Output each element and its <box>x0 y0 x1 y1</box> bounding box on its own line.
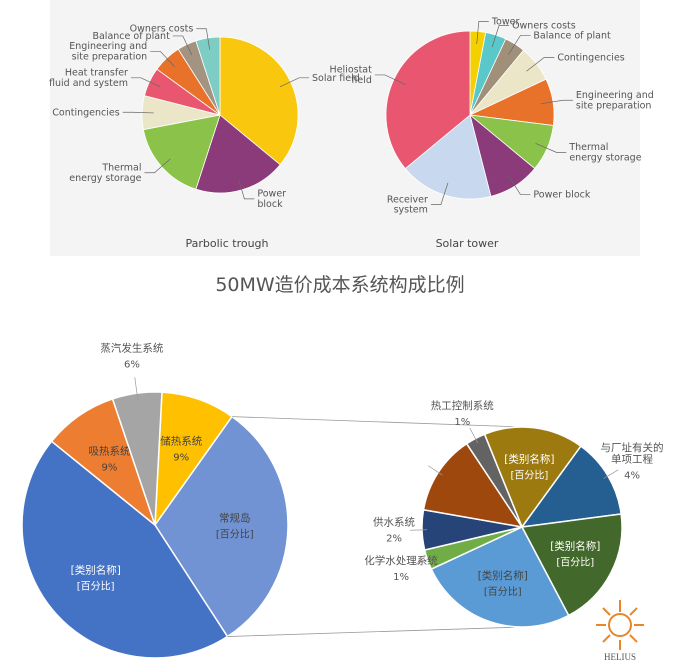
pie-slice <box>21 440 229 659</box>
slice-label: Heliostat field <box>330 64 373 85</box>
slice-label: Contingencies <box>557 52 624 63</box>
leader-line <box>526 56 555 72</box>
pie-title: Parbolic trough <box>185 237 268 250</box>
pie-slice <box>483 426 582 529</box>
value-label: 9% <box>173 453 189 464</box>
pie-slice <box>154 415 289 638</box>
leader-line <box>428 465 443 476</box>
slice-label: Balance of plant <box>92 30 170 41</box>
leader-line <box>416 557 433 564</box>
slice-label: 蒸汽发生系统 <box>100 341 163 354</box>
logo-text: HELIUS <box>604 652 636 662</box>
leader-line <box>491 25 510 48</box>
leader-line <box>535 143 567 153</box>
slice-label: [类别名称] <box>478 569 528 582</box>
slice-label: Thermal energy storage <box>69 162 141 183</box>
value-label: 9% <box>102 462 118 473</box>
leader-line <box>374 74 406 85</box>
leader-line <box>430 182 449 205</box>
slice-label: 热工控制系统 <box>431 399 494 412</box>
value-label: [百分比] <box>510 469 548 481</box>
leader-line <box>279 77 310 88</box>
pie-slice <box>430 526 570 628</box>
slice-label: Engineering and site preparation <box>576 90 654 111</box>
pie-slice <box>520 513 623 617</box>
slice-label: 常规岛 <box>219 512 251 525</box>
value-label: 6% <box>124 359 140 370</box>
leader-line <box>172 35 193 56</box>
leader-line <box>196 28 210 50</box>
slice-label: 储热系统 <box>160 435 202 448</box>
slice-label: Receiver system <box>387 194 428 215</box>
slice-label: 吸热系统 <box>88 444 130 457</box>
value-label: [百分比] <box>484 586 522 598</box>
value-label: [百分比] <box>216 529 254 541</box>
connector-line <box>232 416 523 428</box>
leader-line <box>144 158 171 174</box>
caption: 50MW造价成本系统构成比例 <box>215 274 464 296</box>
value-label: 4% <box>624 471 640 482</box>
slice-label: [类别名称] <box>71 563 121 576</box>
slice-label: Engineering and site preparation <box>69 41 147 62</box>
slice-label: Power block <box>257 188 286 209</box>
slice-label: 供水系统 <box>373 516 415 529</box>
leader-line <box>134 377 139 400</box>
slice-label: Thermal energy storage <box>568 142 641 163</box>
value-label: [百分比] <box>77 580 115 592</box>
connector-line <box>227 626 523 637</box>
logo-sun <box>596 600 644 650</box>
slice-label: Balance of plant <box>533 30 611 41</box>
slice-label: [类别名称] <box>550 540 600 553</box>
value-label: 2% <box>386 534 402 545</box>
slice-label: [类别名称] <box>504 452 554 465</box>
slice-label: Tower <box>491 16 520 27</box>
leader-line <box>603 469 619 479</box>
leader-line <box>507 175 531 195</box>
leader-line <box>469 427 478 444</box>
slice-label: Owners costs <box>130 23 194 34</box>
leader-line <box>507 35 531 55</box>
leader-line <box>130 77 161 88</box>
slice-label: Power block <box>533 189 590 200</box>
leader-line <box>238 178 255 200</box>
slice-label: 与厂址有关的单项工程 <box>601 441 664 466</box>
slice-label: Owners costs <box>512 20 576 31</box>
leader-line <box>476 20 489 44</box>
leader-line <box>150 50 175 67</box>
slice-label: 化学水处理系统 <box>364 554 438 567</box>
value-label: 1% <box>393 572 409 583</box>
slice-label: Contingencies <box>52 107 119 118</box>
leader-line <box>540 99 573 105</box>
value-label: [百分比] <box>556 557 594 569</box>
value-label: 1% <box>454 417 470 428</box>
slice-label: Solar field <box>312 72 360 83</box>
slice-label: Heat transfer fluid and system <box>49 67 128 88</box>
leader-line <box>122 111 154 114</box>
pie-title: Solar tower <box>436 237 499 250</box>
